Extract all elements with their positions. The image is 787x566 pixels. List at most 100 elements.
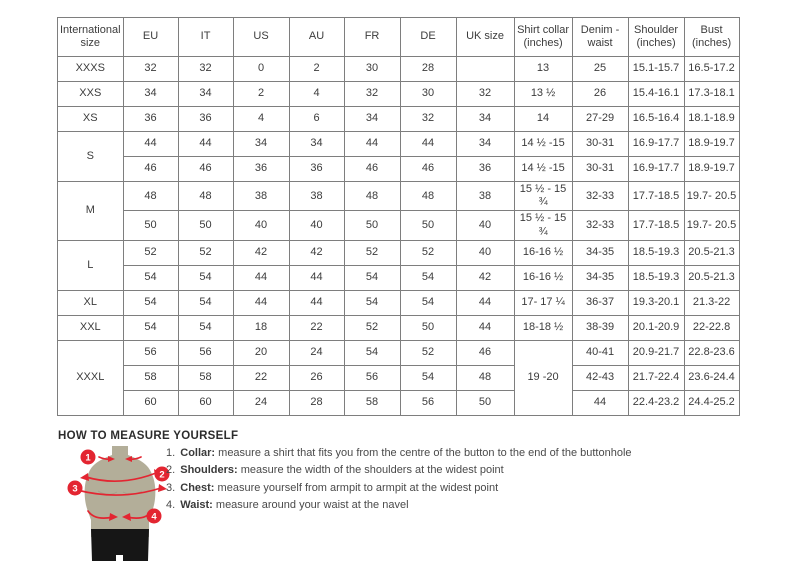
table-row: 5050404050504015 ½ - 15 ¾32-3317.7-18.51… <box>58 211 740 240</box>
step-text: measure around your waist at the navel <box>216 499 409 511</box>
table-cell: 15.1-15.7 <box>628 57 684 82</box>
table-cell: 28 <box>400 57 456 82</box>
table-cell: 6 <box>289 107 344 132</box>
table-cell: 60 <box>178 390 233 415</box>
table-cell: 16.9-17.7 <box>628 132 684 157</box>
mannequin-illustration: 1 2 3 4 <box>64 445 176 565</box>
table-cell: 50 <box>344 211 400 240</box>
table-cell: 27-29 <box>572 107 628 132</box>
table-cell: 17.7-18.5 <box>628 211 684 240</box>
table-cell: 48 <box>123 182 178 211</box>
size-label-cell: XS <box>58 107 124 132</box>
table-cell: 0 <box>233 57 289 82</box>
table-cell: 19 -20 <box>514 340 572 415</box>
table-cell: 34 <box>289 132 344 157</box>
table-cell: 34-35 <box>572 240 628 265</box>
table-cell: 20.5-21.3 <box>684 240 739 265</box>
table-cell: 44 <box>400 132 456 157</box>
table-cell: 42 <box>289 240 344 265</box>
table-row: M4848383848483815 ½ - 15 ¾32-3317.7-18.5… <box>58 182 740 211</box>
table-cell: 15.4-16.1 <box>628 82 684 107</box>
table-cell: 18-18 ½ <box>514 315 572 340</box>
table-cell: 24 <box>289 340 344 365</box>
table-cell: 38 <box>456 182 514 211</box>
table-cell: 58 <box>123 365 178 390</box>
table-cell: 44 <box>123 132 178 157</box>
table-cell: 13 ½ <box>514 82 572 107</box>
table-cell: 56 <box>123 340 178 365</box>
table-cell: 32 <box>178 57 233 82</box>
size-label-cell: L <box>58 240 124 290</box>
table-header-cell: Bust (inches) <box>684 18 739 57</box>
step-text: measure the width of the shoulders at th… <box>241 464 504 476</box>
table-cell: 50 <box>400 211 456 240</box>
table-cell: 54 <box>400 290 456 315</box>
table-cell: 54 <box>178 290 233 315</box>
table-cell: 52 <box>344 240 400 265</box>
table-cell: 44 <box>572 390 628 415</box>
table-cell: 56 <box>178 340 233 365</box>
size-chart-table: International sizeEUITUSAUFRDEUK sizeShi… <box>57 17 740 416</box>
table-cell: 54 <box>400 265 456 290</box>
table-cell: 54 <box>178 265 233 290</box>
table-cell: 32 <box>344 82 400 107</box>
table-cell: 46 <box>178 157 233 182</box>
table-cell: 44 <box>289 265 344 290</box>
table-cell: 52 <box>400 340 456 365</box>
table-cell: 54 <box>123 265 178 290</box>
table-cell: 14 ½ -15 <box>514 132 572 157</box>
step-label: Shoulders: <box>180 464 237 476</box>
step-number: 4. <box>166 499 175 511</box>
table-cell: 34 <box>123 82 178 107</box>
table-cell: 54 <box>344 265 400 290</box>
table-cell: 22 <box>233 365 289 390</box>
table-cell: 26 <box>572 82 628 107</box>
table-header-cell: Shoulder (inches) <box>628 18 684 57</box>
table-cell: 44 <box>289 290 344 315</box>
table-cell: 38-39 <box>572 315 628 340</box>
step-label: Waist: <box>180 499 213 511</box>
table-header-cell: US <box>233 18 289 57</box>
table-cell: 34 <box>178 82 233 107</box>
table-cell: 15 ½ - 15 ¾ <box>514 182 572 211</box>
table-cell: 22-22.8 <box>684 315 739 340</box>
table-cell: 44 <box>233 265 289 290</box>
table-cell: 2 <box>233 82 289 107</box>
table-cell: 48 <box>344 182 400 211</box>
table-row: XXXS3232023028132515.1-15.716.5-17.2 <box>58 57 740 82</box>
size-label-cell: M <box>58 182 124 241</box>
table-cell: 18.5-19.3 <box>628 240 684 265</box>
size-label-cell: XXXS <box>58 57 124 82</box>
table-cell: 25 <box>572 57 628 82</box>
table-cell: 50 <box>178 211 233 240</box>
step-number: 2. <box>166 464 175 476</box>
table-cell: 22.8-23.6 <box>684 340 739 365</box>
table-cell: 58 <box>178 365 233 390</box>
table-row: 4646363646463614 ½ -1530-3116.9-17.718.9… <box>58 157 740 182</box>
measure-step: 1. Collar: measure a shirt that fits you… <box>166 445 632 462</box>
step-label: Collar: <box>180 447 215 459</box>
table-cell: 30-31 <box>572 132 628 157</box>
measure-step: 4. Waist: measure around your waist at t… <box>166 497 632 514</box>
table-row: 5858222656544842-4321.7-22.423.6-24.4 <box>58 365 740 390</box>
table-cell: 48 <box>456 365 514 390</box>
size-guide-page: International sizeEUITUSAUFRDEUK sizeShi… <box>0 0 787 566</box>
table-cell: 42 <box>233 240 289 265</box>
table-row: XXXL5656202454524619 -2040-4120.9-21.722… <box>58 340 740 365</box>
step-text: measure a shirt that fits you from the c… <box>218 447 631 459</box>
table-cell: 36 <box>123 107 178 132</box>
table-row: S4444343444443414 ½ -1530-3116.9-17.718.… <box>58 132 740 157</box>
size-label-cell: XXXL <box>58 340 124 415</box>
table-row: XS3636463432341427-2916.5-16.418.1-18.9 <box>58 107 740 132</box>
table-cell: 21.7-22.4 <box>628 365 684 390</box>
step-number: 3. <box>166 482 175 494</box>
table-cell: 56 <box>344 365 400 390</box>
table-cell: 20 <box>233 340 289 365</box>
table-row: 606024285856504422.4-23.224.4-25.2 <box>58 390 740 415</box>
table-cell: 34-35 <box>572 265 628 290</box>
table-cell: 52 <box>344 315 400 340</box>
table-cell: 18.9-19.7 <box>684 157 739 182</box>
table-cell: 32-33 <box>572 211 628 240</box>
table-cell: 30-31 <box>572 157 628 182</box>
table-cell: 16.5-16.4 <box>628 107 684 132</box>
